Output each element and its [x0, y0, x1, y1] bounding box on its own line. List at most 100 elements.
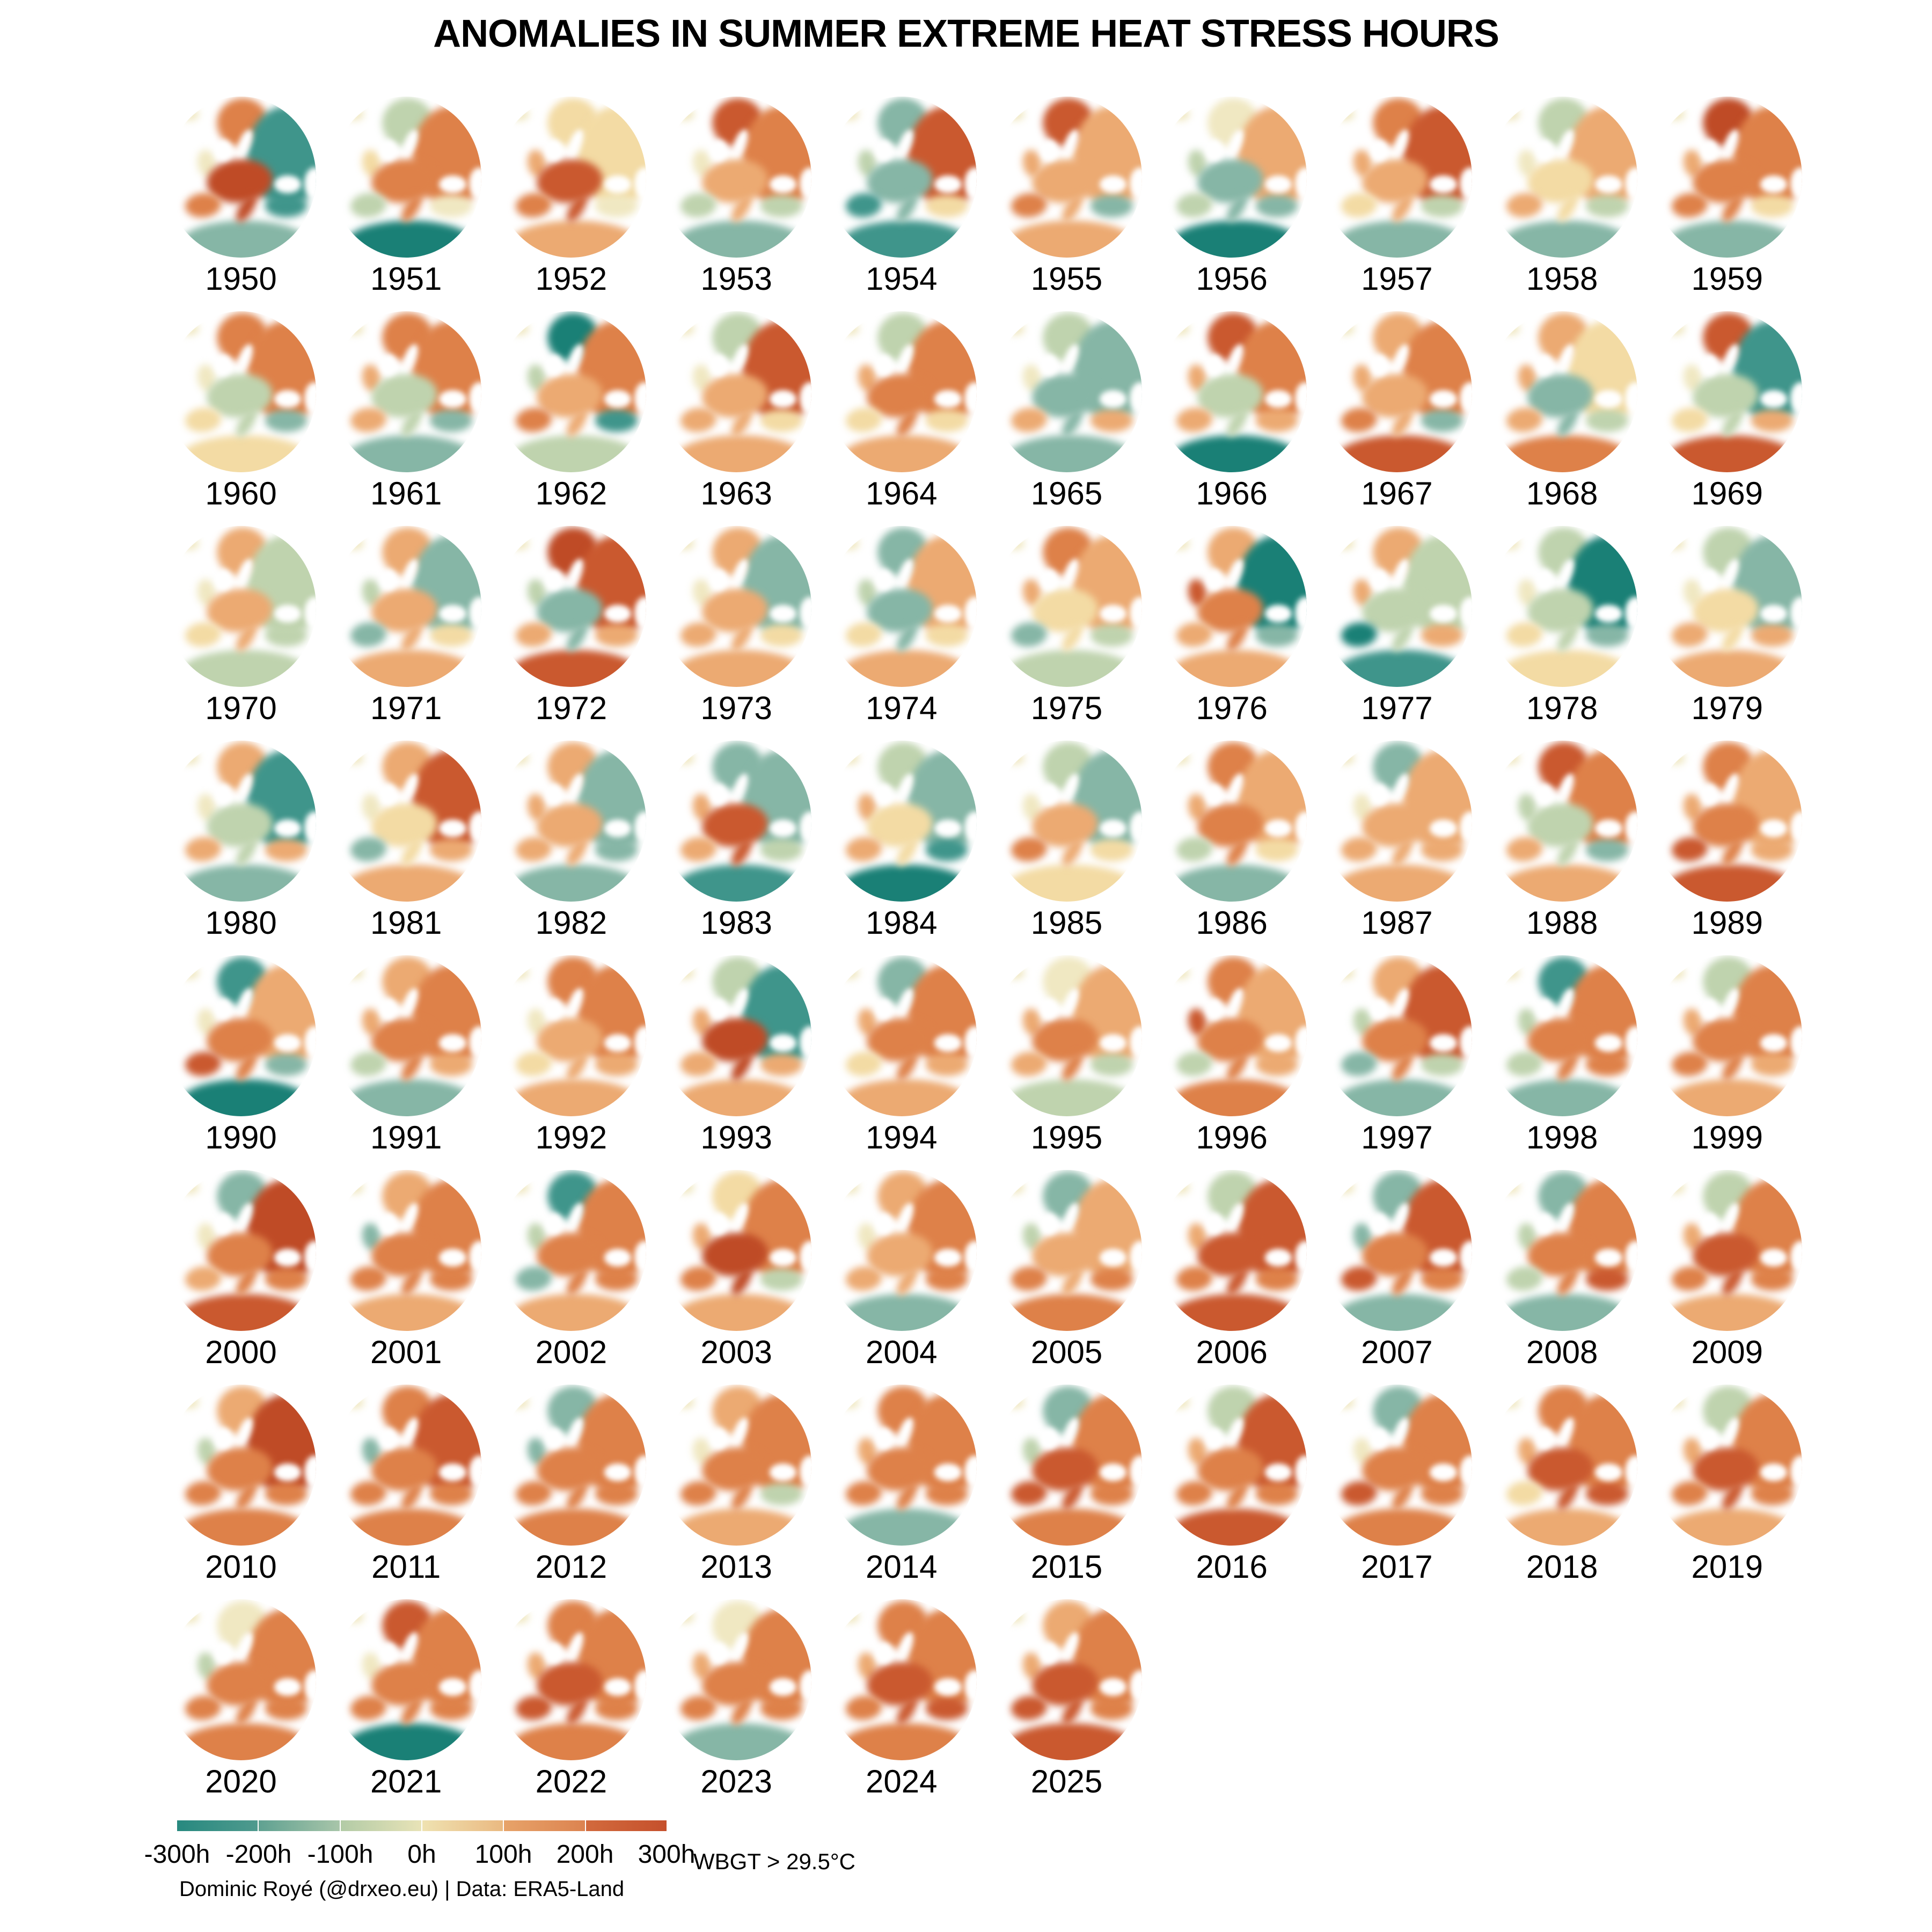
year-label: 1971	[370, 690, 442, 726]
sea-caspian	[1790, 1455, 1803, 1488]
sea-caspian	[1625, 1455, 1637, 1488]
europe-anomaly-map	[496, 1599, 647, 1760]
sea-caspian	[964, 1670, 977, 1702]
sea-black-sea	[934, 1034, 962, 1052]
sea-caspian	[1625, 382, 1637, 414]
europe-anomaly-map	[826, 1170, 977, 1331]
sea-north-sea	[1206, 140, 1223, 161]
sea-north-sea	[380, 784, 397, 805]
region-africa	[1502, 1509, 1630, 1546]
sea-north-sea	[380, 1428, 397, 1449]
sea-black-sea	[1100, 605, 1127, 623]
europe-anomaly-map	[826, 311, 977, 472]
region-iceland	[1336, 108, 1355, 121]
region-iceland	[1172, 752, 1190, 765]
region-africa	[1667, 1509, 1795, 1546]
sea-black-sea	[934, 1678, 962, 1696]
europe-anomaly-map	[331, 97, 481, 258]
map-cell: 1957	[1314, 97, 1480, 311]
year-label: 1984	[866, 905, 938, 941]
region-anatolia	[430, 409, 472, 432]
map-cell: 1974	[819, 526, 984, 741]
region-anatolia	[925, 1697, 968, 1720]
year-label: 2017	[1361, 1549, 1433, 1585]
europe-anomaly-map	[496, 311, 647, 472]
map-cell: 1952	[488, 97, 654, 311]
year-label: 1972	[535, 690, 608, 726]
map-cell: 1996	[1149, 955, 1314, 1170]
sea-caspian	[1460, 597, 1472, 629]
map-cell: 1978	[1480, 526, 1645, 741]
region-iceland	[181, 1396, 199, 1409]
region-africa	[1502, 1294, 1630, 1331]
map-cell: 1966	[1149, 311, 1314, 526]
sea-black-sea	[439, 1249, 466, 1267]
year-label: 1968	[1526, 475, 1598, 511]
sea-north-sea	[1701, 569, 1718, 590]
year-label: 1973	[700, 690, 772, 726]
region-anatolia	[1091, 1697, 1133, 1720]
year-label: 1959	[1691, 261, 1763, 297]
region-africa	[1667, 435, 1795, 472]
map-cell: 1950	[158, 97, 324, 311]
region-iceland	[346, 967, 364, 979]
sea-caspian	[799, 382, 812, 414]
sea-black-sea	[1595, 390, 1622, 408]
sea-black-sea	[604, 175, 632, 193]
sea-black-sea	[1100, 175, 1127, 193]
region-iceland	[1667, 323, 1685, 335]
year-label: 2009	[1691, 1334, 1763, 1370]
europe-anomaly-map	[661, 97, 812, 258]
sea-black-sea	[769, 819, 797, 837]
sea-north-sea	[1536, 140, 1553, 161]
year-label: 1979	[1691, 690, 1763, 726]
sea-north-sea	[380, 1643, 397, 1664]
europe-anomaly-map	[826, 526, 977, 687]
colorbar-tick-label: 100h	[474, 1840, 532, 1869]
region-africa	[1172, 221, 1300, 258]
europe-anomaly-map	[1487, 1385, 1637, 1546]
sea-caspian	[1625, 811, 1637, 844]
sea-north-sea	[215, 1428, 232, 1449]
year-label: 1988	[1526, 905, 1598, 941]
region-iceland	[181, 108, 199, 121]
sea-north-sea	[1371, 355, 1388, 376]
year-label: 2010	[205, 1549, 277, 1585]
region-africa	[181, 1079, 309, 1116]
region-iceland	[676, 1396, 694, 1409]
map-cell: 2000	[158, 1170, 324, 1385]
map-cell: 1991	[324, 955, 489, 1170]
sea-black-sea	[274, 1678, 301, 1696]
region-anatolia	[925, 839, 968, 861]
sea-caspian	[964, 1241, 977, 1273]
region-africa	[1172, 1294, 1300, 1331]
region-iceland	[181, 1611, 199, 1623]
europe-anomaly-map	[1652, 741, 1803, 902]
year-label: 2015	[1030, 1549, 1103, 1585]
sea-caspian	[1130, 167, 1142, 200]
sea-caspian	[1294, 811, 1307, 844]
sea-north-sea	[215, 1213, 232, 1234]
region-africa	[1667, 650, 1795, 687]
sea-black-sea	[439, 175, 466, 193]
map-cell: 1984	[819, 741, 984, 955]
region-iceland	[1502, 1181, 1520, 1194]
region-anatolia	[595, 195, 638, 217]
europe-anomaly-map	[1157, 955, 1307, 1116]
europe-anomaly-map	[1652, 526, 1803, 687]
region-africa	[511, 650, 639, 687]
region-anatolia	[595, 1483, 638, 1505]
region-africa	[511, 1294, 639, 1331]
sea-north-sea	[1536, 1428, 1553, 1449]
region-africa	[1667, 865, 1795, 902]
sea-black-sea	[1595, 605, 1622, 623]
sea-north-sea	[1701, 1213, 1718, 1234]
map-cell: 1994	[819, 955, 984, 1170]
region-iceland	[1336, 1181, 1355, 1194]
map-cell: 1967	[1314, 311, 1480, 526]
region-anatolia	[1421, 624, 1463, 647]
sea-north-sea	[380, 569, 397, 590]
region-iceland	[1006, 1181, 1025, 1194]
region-anatolia	[595, 1697, 638, 1720]
sea-north-sea	[1206, 1428, 1223, 1449]
